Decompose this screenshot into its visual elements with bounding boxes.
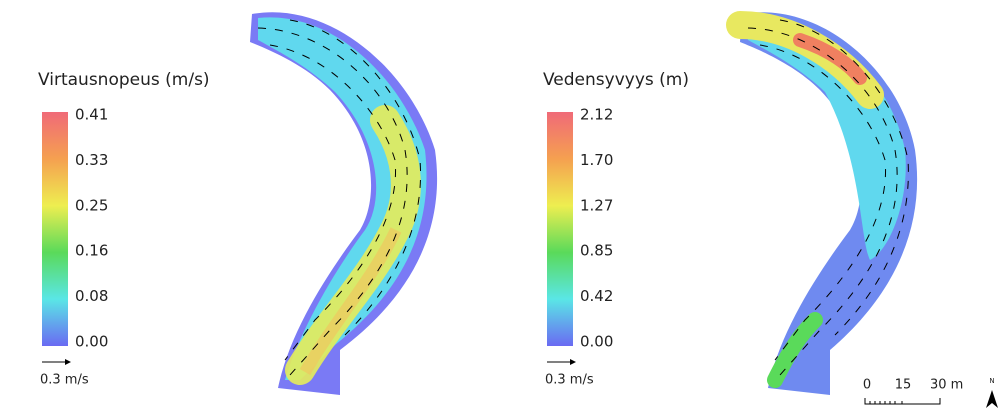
depth-map bbox=[726, 11, 918, 396]
legend-label: 0.42 bbox=[580, 287, 613, 305]
legend-title: Virtausnopeus (m/s) bbox=[38, 70, 210, 90]
legend-label: 1.27 bbox=[580, 196, 613, 214]
arrow-label: 0.3 m/s bbox=[40, 373, 89, 388]
legend-label: 0.00 bbox=[75, 333, 108, 351]
legend-label: 0.08 bbox=[75, 287, 108, 305]
legend-label: 0.85 bbox=[580, 242, 613, 260]
legend-label: 0.41 bbox=[75, 106, 108, 124]
legend-label: 1.70 bbox=[580, 151, 613, 169]
scale-label: 15 bbox=[895, 378, 912, 393]
legend-title: Vedensyvyys (m) bbox=[543, 70, 689, 90]
velocity-map bbox=[250, 12, 438, 396]
arrow-label: 0.3 m/s bbox=[545, 373, 594, 388]
legend-label: 0.33 bbox=[75, 151, 108, 169]
legend-label: 2.12 bbox=[580, 106, 613, 124]
north-label: N bbox=[989, 377, 994, 385]
north-arrow: N bbox=[986, 377, 998, 408]
color-bar bbox=[547, 112, 573, 346]
scale-label: 30 m bbox=[930, 378, 963, 393]
legend-label: 0.00 bbox=[580, 333, 613, 351]
legend-velocity: Virtausnopeus (m/s) 0.3 m/s 0.41 0.33 0.25… bbox=[38, 70, 210, 388]
color-bar bbox=[42, 112, 68, 346]
legend-label: 0.25 bbox=[75, 196, 108, 214]
legend-depth: Vedensyvyys (m) 0.3 m/s 2.12 1.70 1.27 0.85… bbox=[543, 70, 689, 388]
scale-bar: 0 15 30 m bbox=[863, 378, 963, 405]
scale-label: 0 bbox=[863, 378, 871, 393]
legend-label: 0.16 bbox=[75, 242, 108, 260]
